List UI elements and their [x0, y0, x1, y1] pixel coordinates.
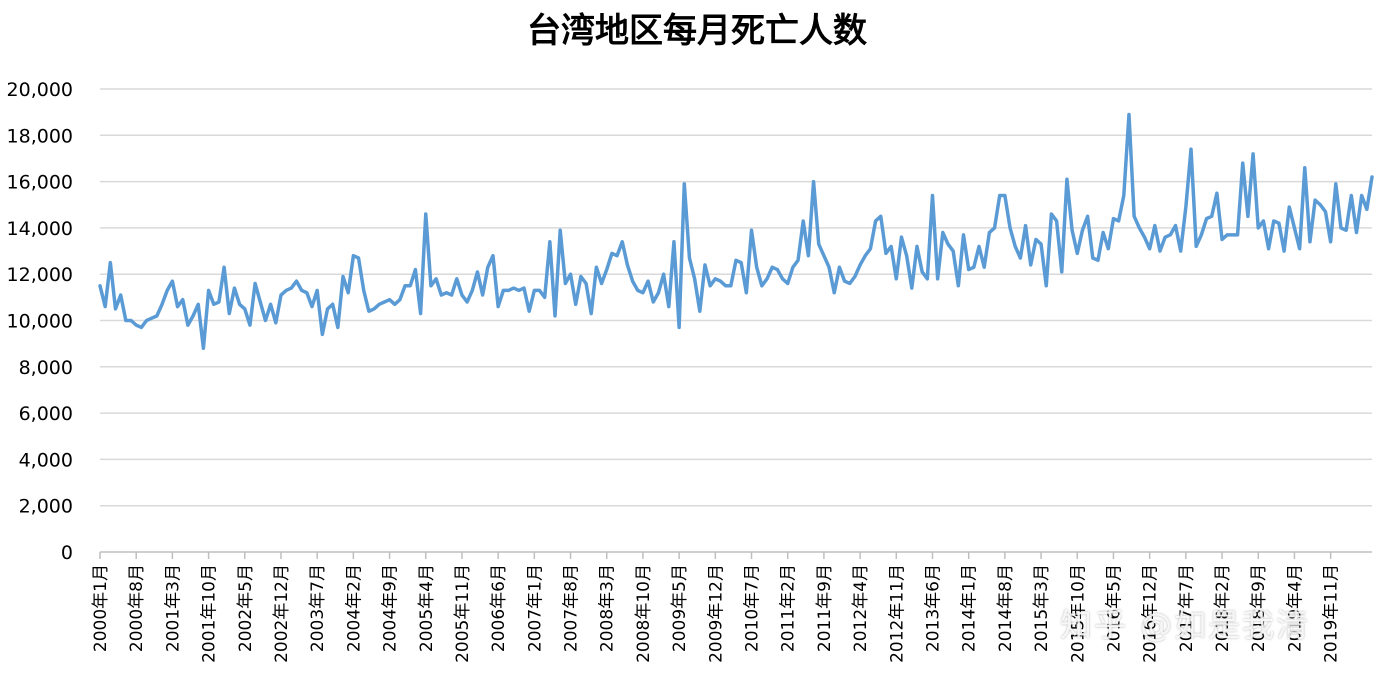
x-tick-label: 2010年7月 — [743, 564, 763, 652]
x-tick-label: 2009年5月 — [670, 564, 690, 652]
x-tick-label: 2012年11月 — [887, 564, 907, 663]
x-tick-label: 2006年6月 — [489, 564, 509, 652]
x-axis: 2000年1月 2000年8月 2001年3月 2001年10月 2002年5月 2002… — [91, 551, 1372, 663]
y-tick-label: 20,000 — [7, 79, 73, 101]
x-tick-label: 2012年4月 — [851, 564, 871, 652]
x-tick-label: 2001年10月 — [200, 564, 220, 663]
x-tick-label: 2016年12月 — [1141, 564, 1161, 663]
x-tick-label: 2000年8月 — [127, 564, 147, 652]
x-tick-label: 2018年9月 — [1249, 564, 1269, 652]
x-tick-label: 2019年4月 — [1285, 564, 1305, 652]
x-tick-label: 2018年2月 — [1213, 564, 1233, 652]
y-tick-label: 16,000 — [7, 172, 73, 194]
x-tick-label: 2008年3月 — [598, 564, 618, 652]
y-tick-label: 2,000 — [19, 496, 73, 518]
x-tick-label: 2014年8月 — [996, 564, 1016, 652]
x-tick-label: 2007年8月 — [562, 564, 582, 652]
y-tick-label: 18,000 — [7, 125, 73, 147]
x-tick-label: 2013年6月 — [923, 564, 943, 652]
y-tick-label: 6,000 — [19, 403, 73, 425]
x-tick-label: 2001年3月 — [163, 564, 183, 652]
chart-title: 台湾地区每月死亡人数 — [527, 11, 867, 51]
y-tick-label: 4,000 — [19, 449, 73, 471]
y-tick-label: 10,000 — [7, 311, 73, 333]
y-tick-label: 0 — [61, 542, 73, 564]
x-tick-label: 2002年5月 — [236, 564, 256, 652]
x-tick-label: 2019年11月 — [1322, 564, 1342, 663]
x-tick-label: 2008年10月 — [634, 564, 654, 663]
y-tick-label: 12,000 — [7, 264, 73, 286]
series-line — [98, 112, 1374, 351]
x-tick-label: 2014年1月 — [960, 564, 980, 652]
x-tick-label: 2011年2月 — [779, 564, 799, 652]
x-tick-label: 2000年1月 — [91, 564, 111, 652]
x-tick-label: 2011年9月 — [815, 564, 835, 652]
y-tick-label: 14,000 — [7, 218, 73, 240]
x-tick-label: 2004年2月 — [344, 564, 364, 652]
y-axis-tick-labels: 0 2,000 4,000 6,000 8,000 10,000 12,000 14,000 1… — [7, 79, 73, 564]
y-tick-label: 8,000 — [19, 357, 73, 379]
x-tick-label: 2009年12月 — [706, 564, 726, 663]
series-group — [98, 112, 1374, 351]
gridlines — [100, 88, 1372, 507]
x-tick-label: 2005年4月 — [417, 564, 437, 652]
x-tick-label: 2003年7月 — [308, 564, 328, 652]
x-tick-label: 2004年9月 — [381, 564, 401, 652]
x-tick-label: 2015年3月 — [1032, 564, 1052, 652]
x-tick-label: 2002年12月 — [272, 564, 292, 663]
x-tick-label: 2007年1月 — [525, 564, 545, 652]
x-tick-label: 2017年7月 — [1177, 564, 1197, 652]
x-tick-label: 2005年11月 — [453, 564, 473, 663]
x-tick-label: 2016年5月 — [1104, 564, 1124, 652]
x-tick-label: 2015年10月 — [1068, 564, 1088, 663]
